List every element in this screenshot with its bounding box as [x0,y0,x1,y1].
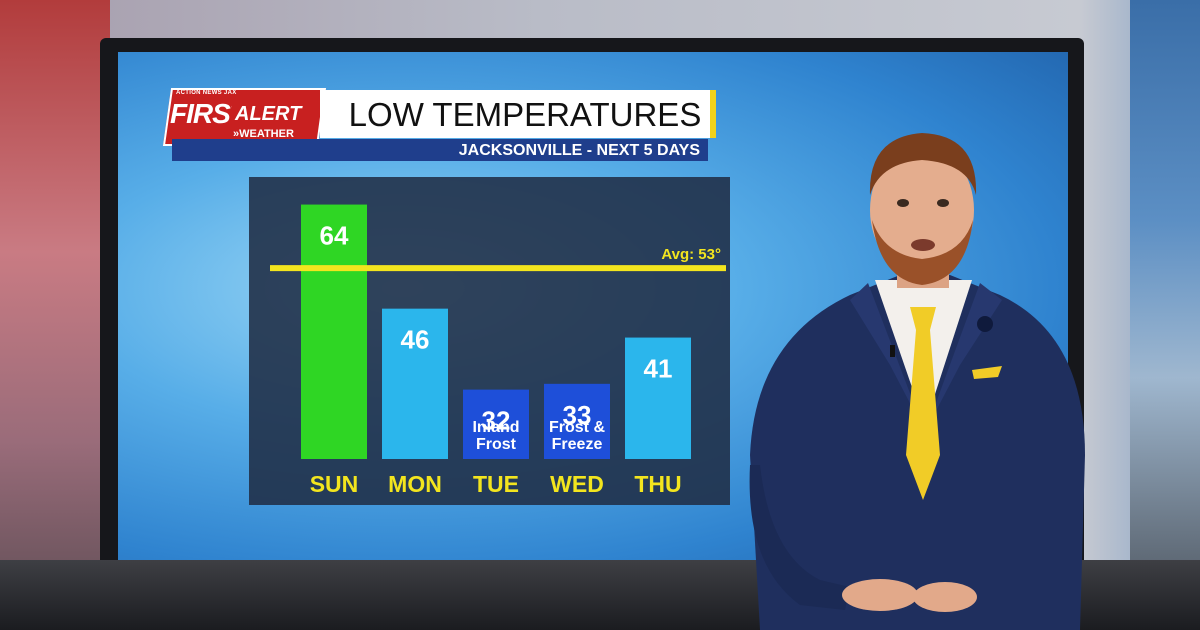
studio-backdrop-left [0,0,110,630]
bar-sun [301,204,367,459]
value-label-thu: 41 [644,354,673,384]
bar-tue [463,389,529,459]
bar-note-wed: Frost & Freeze [549,419,605,453]
category-label-mon: MON [388,471,442,497]
logo-weather-text: »WEATHER [233,128,294,140]
average-label: Avg: 53° [661,246,721,263]
title-banner [320,90,716,138]
subtitle-banner [172,139,708,161]
value-label-tue: 32 [482,406,511,436]
studio-backdrop-right [1130,0,1200,630]
category-label-sun: SUN [310,471,359,497]
value-label-sun: 64 [320,221,349,251]
value-label-mon: 46 [401,325,430,355]
category-label-thu: THU [634,471,681,497]
meteorologist-figure [749,133,1085,630]
bar-thu [625,337,691,459]
bar-note-tue: Inland Frost [472,419,520,453]
logo-alert-text: ALERT [232,103,305,126]
chart-subtitle: JACKSONVILLE - NEXT 5 DAYS [458,142,700,159]
category-label-wed: WED [550,471,604,497]
bar-mon [382,308,448,459]
value-label-wed: 33 [563,400,592,430]
bar-wed [544,383,610,459]
logo-station-text: ACTION NEWS JAX [176,90,237,96]
category-label-tue: TUE [473,471,519,497]
low-temperature-bar-chart: 64 SUN 46 MON 32 TUE 33 WED 41 THU Avg: 53° [270,204,726,497]
chart-title: LOW TEMPERATURES [348,96,702,133]
